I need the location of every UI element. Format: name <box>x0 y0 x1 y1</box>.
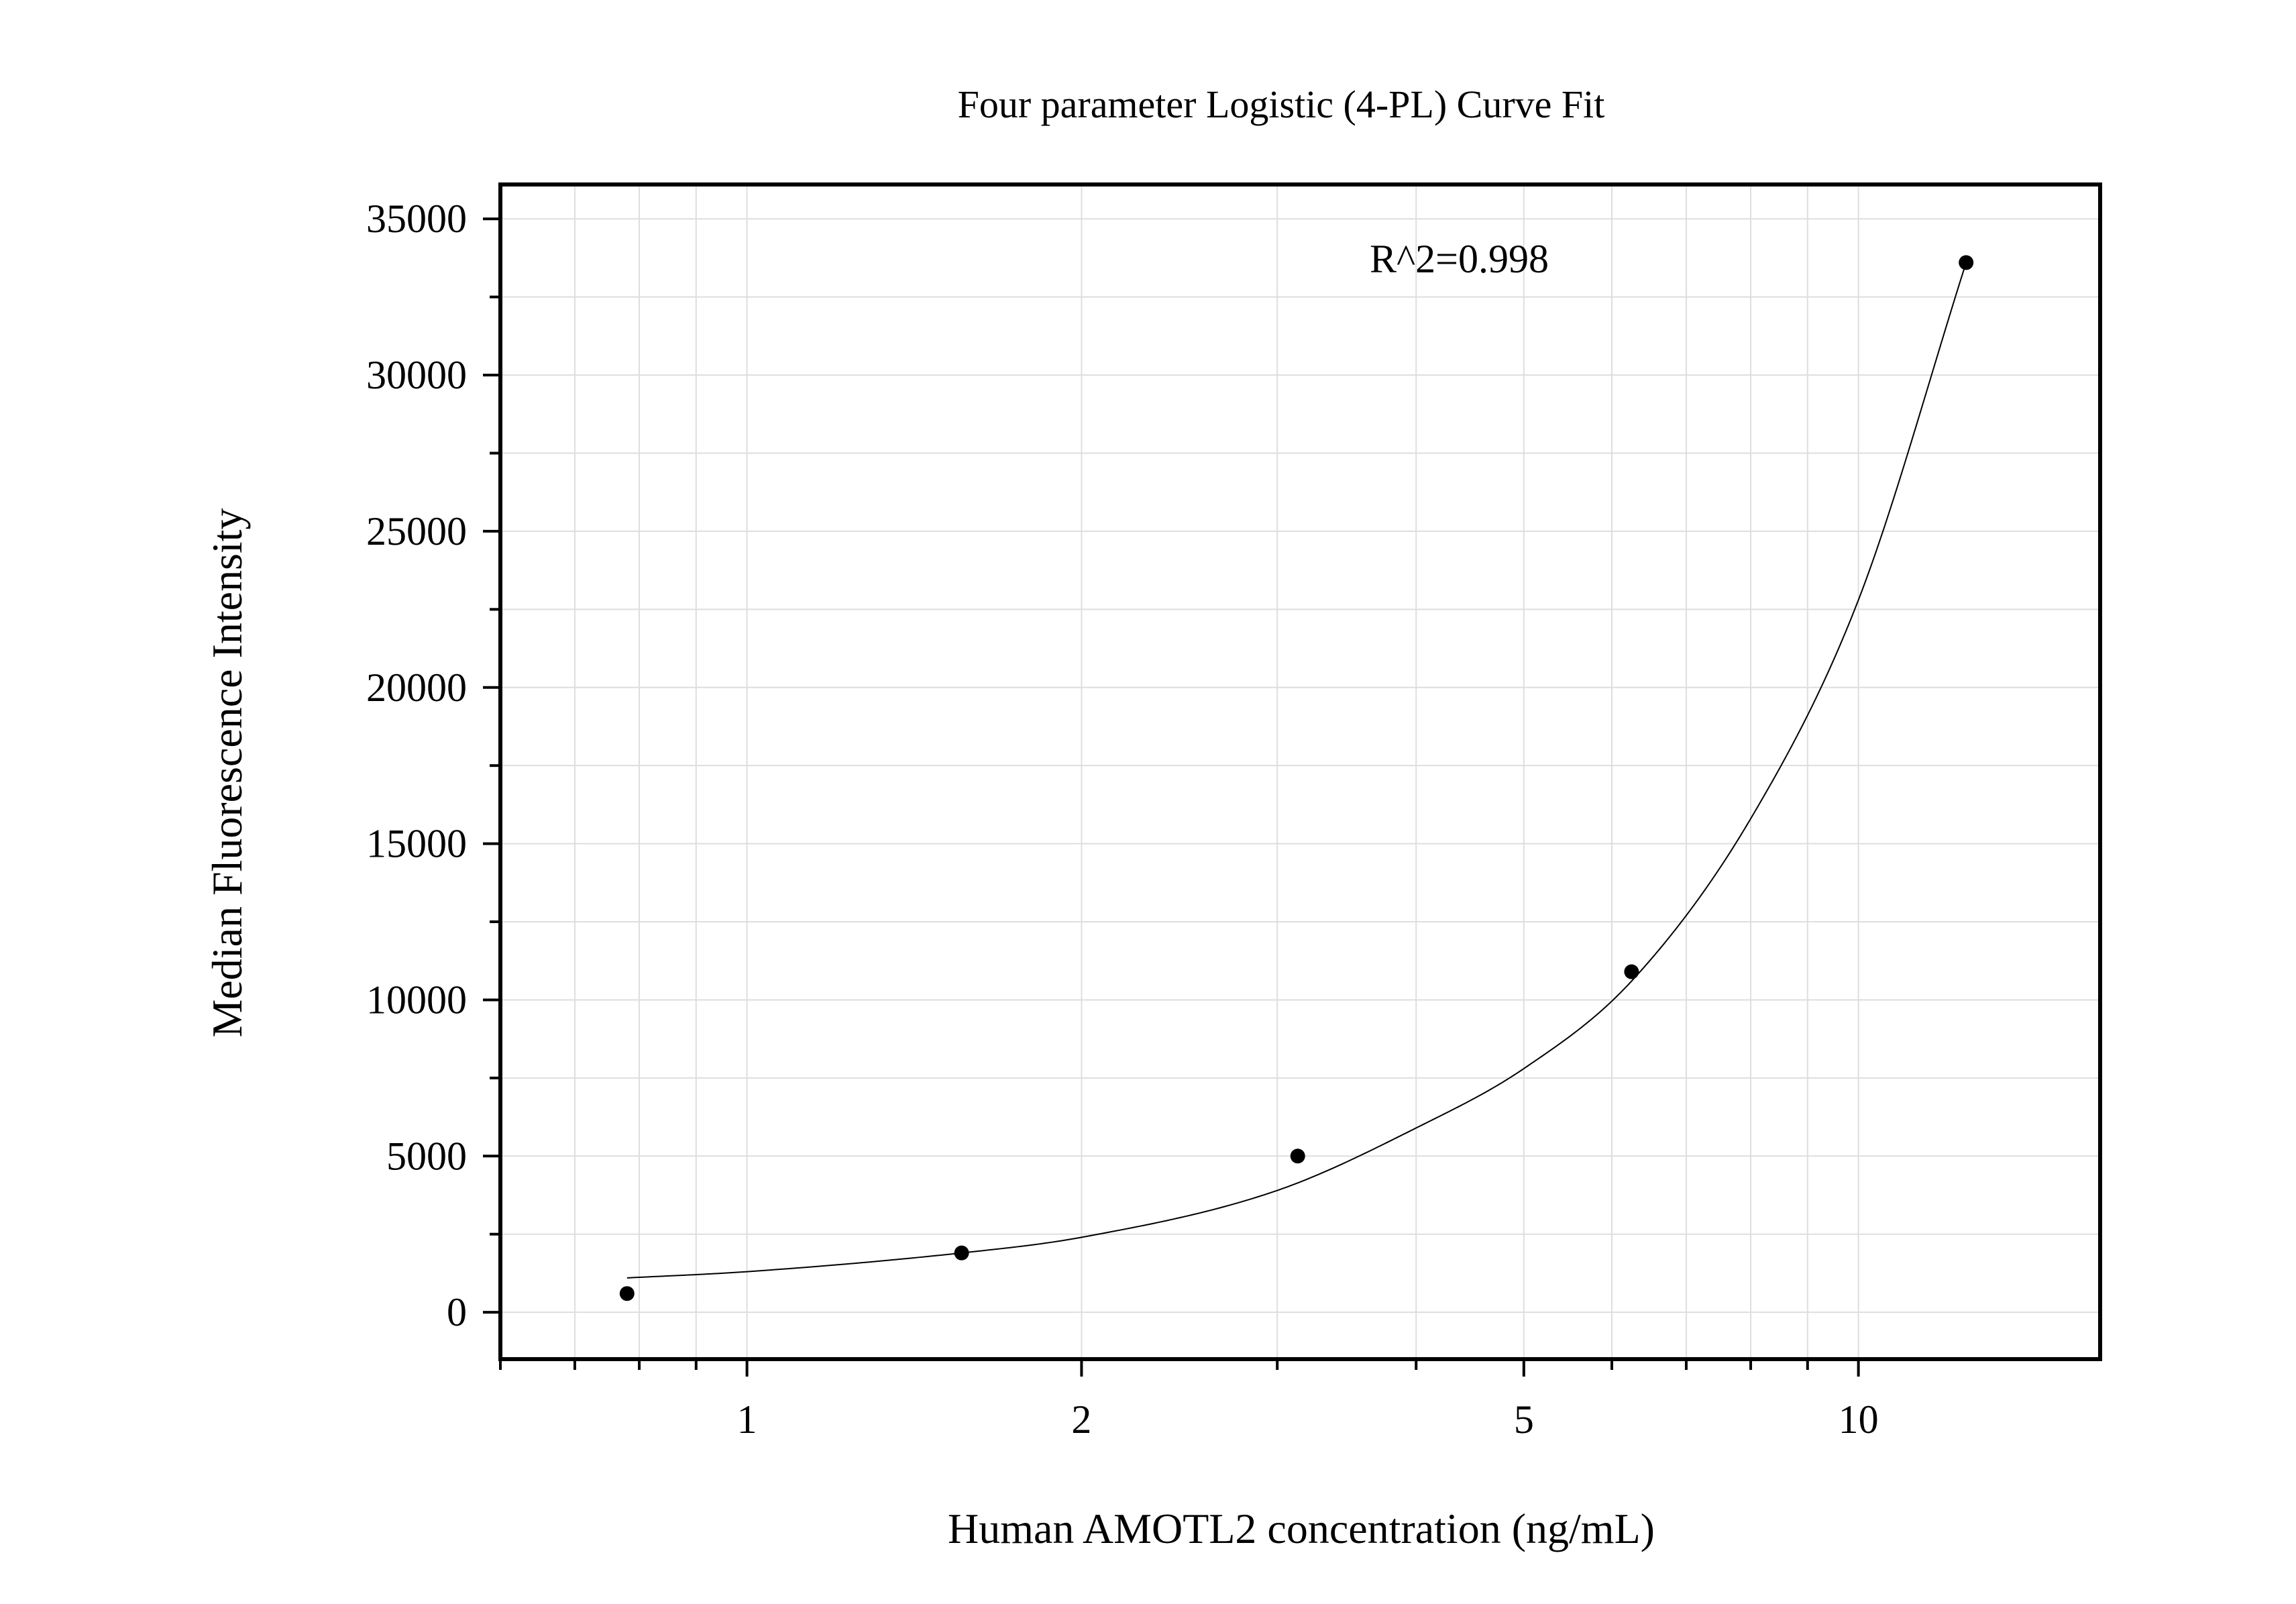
tick-labels: 1 2 5 10 0 5000 10000 15000 20000 25000 30000 35000 <box>366 197 1879 1442</box>
data-point <box>1290 1148 1305 1164</box>
chart-title: Four parameter Logistic (4-PL) Curve Fit <box>958 83 1605 126</box>
y-tick-label: 20000 <box>366 665 467 710</box>
y-tick-label: 10000 <box>366 977 467 1022</box>
data-points <box>619 255 1974 1301</box>
y-tick-label: 5000 <box>386 1134 467 1178</box>
y-tick-label: 30000 <box>366 353 467 397</box>
x-axis-label: Human AMOTL2 concentration (ng/mL) <box>948 1505 1655 1552</box>
y-axis-label: Median Fluorescence Intensity <box>203 508 251 1037</box>
grid <box>500 184 2100 1359</box>
data-point <box>1959 255 1974 270</box>
y-tick-label: 0 <box>447 1290 467 1334</box>
y-tick-label: 15000 <box>366 822 467 866</box>
x-tick-label: 1 <box>737 1397 757 1442</box>
fit-curve <box>626 262 1967 1279</box>
data-point <box>619 1286 635 1301</box>
y-tick-label: 35000 <box>366 197 467 241</box>
y-tick-label: 25000 <box>366 509 467 553</box>
x-tick-label: 5 <box>1514 1397 1534 1442</box>
axis-ticks <box>483 217 1860 1377</box>
plot-frame <box>498 182 2102 1361</box>
data-point <box>1624 964 1639 979</box>
r-squared-annotation: R^2=0.998 <box>1370 237 1549 281</box>
data-point <box>954 1245 969 1261</box>
x-tick-label: 10 <box>1839 1397 1879 1442</box>
x-tick-label: 2 <box>1071 1397 1091 1442</box>
